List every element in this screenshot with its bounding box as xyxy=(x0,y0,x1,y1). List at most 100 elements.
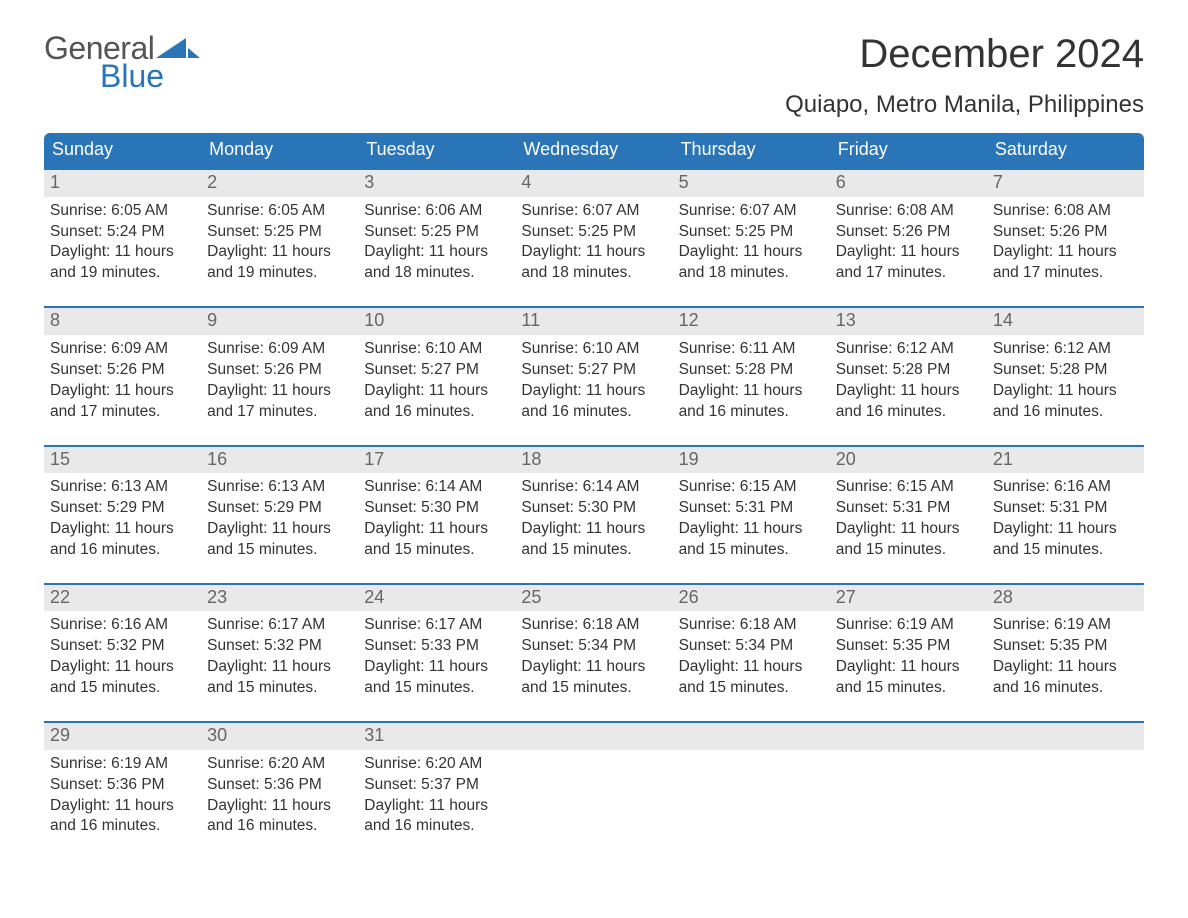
day-d1: Daylight: 11 hours xyxy=(836,242,981,263)
day-cell: 21Sunrise: 6:16 AMSunset: 5:31 PMDayligh… xyxy=(987,447,1144,561)
day-body: Sunrise: 6:05 AMSunset: 5:24 PMDaylight:… xyxy=(44,197,201,285)
day-cell: 13Sunrise: 6:12 AMSunset: 5:28 PMDayligh… xyxy=(830,308,987,422)
day-cell: 14Sunrise: 6:12 AMSunset: 5:28 PMDayligh… xyxy=(987,308,1144,422)
day-d2: and 18 minutes. xyxy=(364,263,509,284)
day-sunrise: Sunrise: 6:19 AM xyxy=(993,615,1138,636)
day-number: 31 xyxy=(358,723,515,750)
day-sunrise: Sunrise: 6:10 AM xyxy=(521,339,666,360)
empty-day-strip xyxy=(515,723,672,750)
day-d1: Daylight: 11 hours xyxy=(50,242,195,263)
day-d1: Daylight: 11 hours xyxy=(521,242,666,263)
day-number: 1 xyxy=(44,170,201,197)
day-body: Sunrise: 6:18 AMSunset: 5:34 PMDaylight:… xyxy=(673,611,830,699)
day-d2: and 17 minutes. xyxy=(993,263,1138,284)
day-cell: 18Sunrise: 6:14 AMSunset: 5:30 PMDayligh… xyxy=(515,447,672,561)
day-d1: Daylight: 11 hours xyxy=(993,242,1138,263)
day-sunrise: Sunrise: 6:08 AM xyxy=(993,201,1138,222)
day-cell: 29Sunrise: 6:19 AMSunset: 5:36 PMDayligh… xyxy=(44,723,201,837)
day-d2: and 15 minutes. xyxy=(50,678,195,699)
day-number: 25 xyxy=(515,585,672,612)
day-sunrise: Sunrise: 6:05 AM xyxy=(50,201,195,222)
day-number: 27 xyxy=(830,585,987,612)
day-number: 12 xyxy=(673,308,830,335)
day-cell xyxy=(830,723,987,837)
day-body: Sunrise: 6:07 AMSunset: 5:25 PMDaylight:… xyxy=(673,197,830,285)
day-d2: and 15 minutes. xyxy=(364,540,509,561)
day-sunset: Sunset: 5:31 PM xyxy=(679,498,824,519)
day-d1: Daylight: 11 hours xyxy=(993,657,1138,678)
day-body: Sunrise: 6:08 AMSunset: 5:26 PMDaylight:… xyxy=(830,197,987,285)
day-body: Sunrise: 6:08 AMSunset: 5:26 PMDaylight:… xyxy=(987,197,1144,285)
day-sunset: Sunset: 5:26 PM xyxy=(993,222,1138,243)
day-sunrise: Sunrise: 6:06 AM xyxy=(364,201,509,222)
day-sunset: Sunset: 5:32 PM xyxy=(207,636,352,657)
day-sunset: Sunset: 5:27 PM xyxy=(364,360,509,381)
day-sunset: Sunset: 5:25 PM xyxy=(679,222,824,243)
day-sunrise: Sunrise: 6:05 AM xyxy=(207,201,352,222)
day-body: Sunrise: 6:19 AMSunset: 5:35 PMDaylight:… xyxy=(830,611,987,699)
day-cell: 17Sunrise: 6:14 AMSunset: 5:30 PMDayligh… xyxy=(358,447,515,561)
day-sunset: Sunset: 5:28 PM xyxy=(993,360,1138,381)
day-sunrise: Sunrise: 6:07 AM xyxy=(679,201,824,222)
week-row: 22Sunrise: 6:16 AMSunset: 5:32 PMDayligh… xyxy=(44,583,1144,699)
day-d2: and 16 minutes. xyxy=(993,402,1138,423)
day-number: 10 xyxy=(358,308,515,335)
logo-word-blue: Blue xyxy=(44,60,200,92)
day-sunrise: Sunrise: 6:14 AM xyxy=(521,477,666,498)
day-number: 17 xyxy=(358,447,515,474)
empty-day-strip xyxy=(673,723,830,750)
day-body: Sunrise: 6:05 AMSunset: 5:25 PMDaylight:… xyxy=(201,197,358,285)
day-d2: and 17 minutes. xyxy=(207,402,352,423)
day-sunrise: Sunrise: 6:17 AM xyxy=(364,615,509,636)
day-body: Sunrise: 6:15 AMSunset: 5:31 PMDaylight:… xyxy=(830,473,987,561)
day-d2: and 15 minutes. xyxy=(836,678,981,699)
day-body: Sunrise: 6:14 AMSunset: 5:30 PMDaylight:… xyxy=(515,473,672,561)
day-body: Sunrise: 6:13 AMSunset: 5:29 PMDaylight:… xyxy=(201,473,358,561)
empty-day-strip xyxy=(830,723,987,750)
week-row: 1Sunrise: 6:05 AMSunset: 5:24 PMDaylight… xyxy=(44,168,1144,284)
weekday-header-sunday: Sunday xyxy=(44,133,201,168)
day-d1: Daylight: 11 hours xyxy=(521,519,666,540)
day-sunrise: Sunrise: 6:15 AM xyxy=(679,477,824,498)
day-d2: and 15 minutes. xyxy=(836,540,981,561)
day-cell: 28Sunrise: 6:19 AMSunset: 5:35 PMDayligh… xyxy=(987,585,1144,699)
day-cell xyxy=(987,723,1144,837)
day-body: Sunrise: 6:09 AMSunset: 5:26 PMDaylight:… xyxy=(201,335,358,423)
day-d1: Daylight: 11 hours xyxy=(364,242,509,263)
day-sunrise: Sunrise: 6:18 AM xyxy=(679,615,824,636)
day-body: Sunrise: 6:06 AMSunset: 5:25 PMDaylight:… xyxy=(358,197,515,285)
day-body: Sunrise: 6:17 AMSunset: 5:32 PMDaylight:… xyxy=(201,611,358,699)
day-body: Sunrise: 6:11 AMSunset: 5:28 PMDaylight:… xyxy=(673,335,830,423)
day-d1: Daylight: 11 hours xyxy=(993,519,1138,540)
day-d1: Daylight: 11 hours xyxy=(50,519,195,540)
month-title: December 2024 xyxy=(785,32,1144,77)
day-number: 18 xyxy=(515,447,672,474)
day-d1: Daylight: 11 hours xyxy=(207,657,352,678)
day-d2: and 16 minutes. xyxy=(364,816,509,837)
day-sunrise: Sunrise: 6:07 AM xyxy=(521,201,666,222)
day-cell: 9Sunrise: 6:09 AMSunset: 5:26 PMDaylight… xyxy=(201,308,358,422)
empty-day-strip xyxy=(987,723,1144,750)
day-d2: and 19 minutes. xyxy=(50,263,195,284)
weekday-header-row: SundayMondayTuesdayWednesdayThursdayFrid… xyxy=(44,133,1144,168)
day-sunset: Sunset: 5:25 PM xyxy=(207,222,352,243)
day-cell: 8Sunrise: 6:09 AMSunset: 5:26 PMDaylight… xyxy=(44,308,201,422)
day-d2: and 15 minutes. xyxy=(679,678,824,699)
weekday-header-friday: Friday xyxy=(830,133,987,168)
day-cell: 4Sunrise: 6:07 AMSunset: 5:25 PMDaylight… xyxy=(515,170,672,284)
day-cell: 6Sunrise: 6:08 AMSunset: 5:26 PMDaylight… xyxy=(830,170,987,284)
day-sunset: Sunset: 5:26 PM xyxy=(50,360,195,381)
weekday-header-tuesday: Tuesday xyxy=(358,133,515,168)
day-sunset: Sunset: 5:33 PM xyxy=(364,636,509,657)
day-cell: 25Sunrise: 6:18 AMSunset: 5:34 PMDayligh… xyxy=(515,585,672,699)
day-number: 6 xyxy=(830,170,987,197)
day-number: 2 xyxy=(201,170,358,197)
day-number: 16 xyxy=(201,447,358,474)
day-sunset: Sunset: 5:34 PM xyxy=(521,636,666,657)
day-d1: Daylight: 11 hours xyxy=(50,657,195,678)
day-cell xyxy=(515,723,672,837)
location-text: Quiapo, Metro Manila, Philippines xyxy=(785,91,1144,119)
day-sunrise: Sunrise: 6:12 AM xyxy=(993,339,1138,360)
day-d1: Daylight: 11 hours xyxy=(679,381,824,402)
day-sunset: Sunset: 5:37 PM xyxy=(364,775,509,796)
